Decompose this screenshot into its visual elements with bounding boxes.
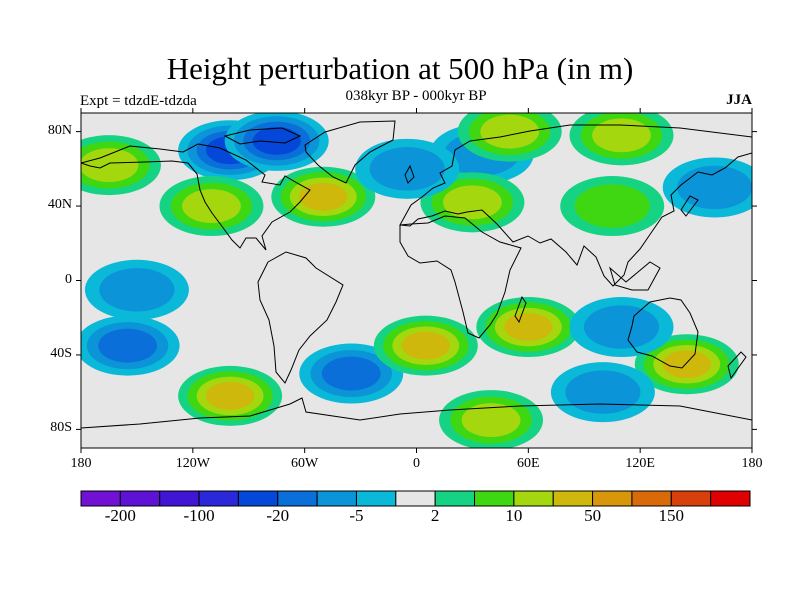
- anomaly-contour-level: [410, 337, 441, 355]
- x-tick-label: 60E: [517, 456, 540, 471]
- colorbar-box: [80, 490, 121, 507]
- coastlines: [81, 120, 752, 429]
- colorbar-box: [395, 490, 436, 507]
- coastline-new-zealand: [727, 351, 747, 380]
- anomaly-contour-level: [589, 192, 636, 220]
- anomaly-contour-level: [691, 174, 738, 201]
- anomaly-center-14: [178, 365, 283, 426]
- period-subtitle: 038kyr BP - 000kyr BP: [345, 88, 487, 104]
- axis-ticks: [76, 108, 757, 453]
- coastline-sumatra-borneo: [609, 261, 661, 291]
- anomaly-contour-level: [215, 387, 245, 405]
- anomaly-center-11: [81, 135, 161, 196]
- anomaly-contour-level: [472, 409, 510, 431]
- anomaly-contour-level: [109, 335, 146, 357]
- coastline-madagascar: [514, 295, 527, 324]
- colorbar-box: [592, 490, 633, 507]
- anomaly-center-17: [476, 297, 581, 358]
- anomaly-center-16: [373, 315, 478, 376]
- anomaly-contour-level: [454, 191, 491, 213]
- colorbar-box: [355, 490, 397, 507]
- colorbar-label: 10: [505, 506, 523, 525]
- anomaly-contour-level: [603, 124, 640, 146]
- colorbar-box: [277, 490, 318, 507]
- colorbar-box: [513, 490, 554, 507]
- colorbar-label: -100: [183, 506, 215, 525]
- colorbar-label: -20: [266, 506, 290, 525]
- colorbar-box: [552, 490, 594, 507]
- anomaly-contour-level: [491, 121, 528, 143]
- colorbar-box: [159, 490, 200, 507]
- anomaly-center-12: [355, 138, 460, 199]
- anomaly-center-8: [569, 113, 674, 166]
- anomaly-center-18: [634, 334, 739, 395]
- colorbar-label: 50: [584, 506, 602, 525]
- colorbar-box: [198, 490, 239, 507]
- x-tick-label: 0: [413, 456, 420, 471]
- x-tick-label: 120W: [175, 456, 210, 471]
- anomaly-contour-level: [90, 154, 128, 176]
- anomaly-center-3: [662, 157, 752, 218]
- anomaly-contour-level: [384, 155, 431, 183]
- colorbar-label: -5: [349, 506, 364, 525]
- anomaly-center-6: [159, 176, 264, 237]
- coastline-uk: [404, 164, 415, 184]
- anomaly-fill-layer: [81, 113, 752, 448]
- colorbar-box: [670, 490, 712, 507]
- anomaly-center-19: [550, 362, 655, 423]
- anomaly-contour-level: [113, 276, 161, 304]
- anomaly-center-21: [439, 390, 544, 448]
- coastline-eurasia: [399, 124, 752, 287]
- coastline-greenland: [304, 120, 396, 184]
- anomaly-center-7: [457, 113, 562, 162]
- map-title: Height perturbation at 500 hPa (in m): [166, 51, 634, 86]
- y-tick-label: 0: [65, 271, 72, 287]
- anomaly-contour-level: [261, 132, 292, 150]
- coastline-north-america: [81, 143, 311, 251]
- colorbar-box: [237, 490, 279, 507]
- coastline-japan: [680, 195, 699, 217]
- anomaly-contour-level: [579, 378, 627, 406]
- coastline-south-america: [257, 251, 344, 384]
- colorbar-label: 150: [658, 506, 685, 525]
- colorbar-box: [631, 490, 672, 507]
- anomaly-center-5: [271, 166, 376, 227]
- colorbar: [80, 490, 751, 507]
- anomaly-contour-level: [308, 188, 339, 206]
- anomaly-center-13: [81, 315, 180, 376]
- anomaly-center-2: [224, 113, 329, 171]
- y-tick-label: 40S: [50, 345, 72, 361]
- y-tick-label: 80S: [50, 420, 72, 436]
- anomaly-contour-level: [671, 355, 702, 373]
- anomaly-center-22: [84, 259, 189, 320]
- y-tick-label: 40N: [47, 197, 72, 213]
- colorbar-box: [710, 490, 751, 507]
- coastline-australia: [627, 297, 699, 369]
- colorbar-box: [316, 490, 357, 507]
- anomaly-center-20: [569, 297, 674, 358]
- x-tick-label: 180: [741, 456, 763, 471]
- colorbar-box: [119, 490, 161, 507]
- experiment-label: Expt = tdzdE-tdzda: [80, 93, 197, 109]
- colorbar-label: -200: [104, 506, 136, 525]
- anomaly-center-15: [299, 343, 404, 404]
- anomaly-contour-level: [193, 195, 230, 217]
- anomaly-contour-level: [513, 318, 544, 336]
- colorbar-box: [474, 490, 515, 507]
- anomaly-contour-level: [333, 363, 370, 384]
- colorbar-label: 2: [430, 506, 440, 525]
- anomaly-center-9: [560, 176, 665, 237]
- x-tick-label: 120E: [625, 456, 655, 471]
- coastline-africa: [399, 215, 522, 339]
- colorbar-box: [434, 490, 476, 507]
- coastline-arctic-islands: [223, 127, 302, 145]
- coastline-antarctica: [81, 397, 752, 429]
- season-label: JJA: [726, 92, 752, 108]
- y-tick-label: 80N: [47, 122, 72, 138]
- x-tick-label: 60W: [291, 456, 319, 471]
- anomaly-contour-level: [598, 313, 645, 341]
- x-tick-label: 180: [70, 456, 92, 471]
